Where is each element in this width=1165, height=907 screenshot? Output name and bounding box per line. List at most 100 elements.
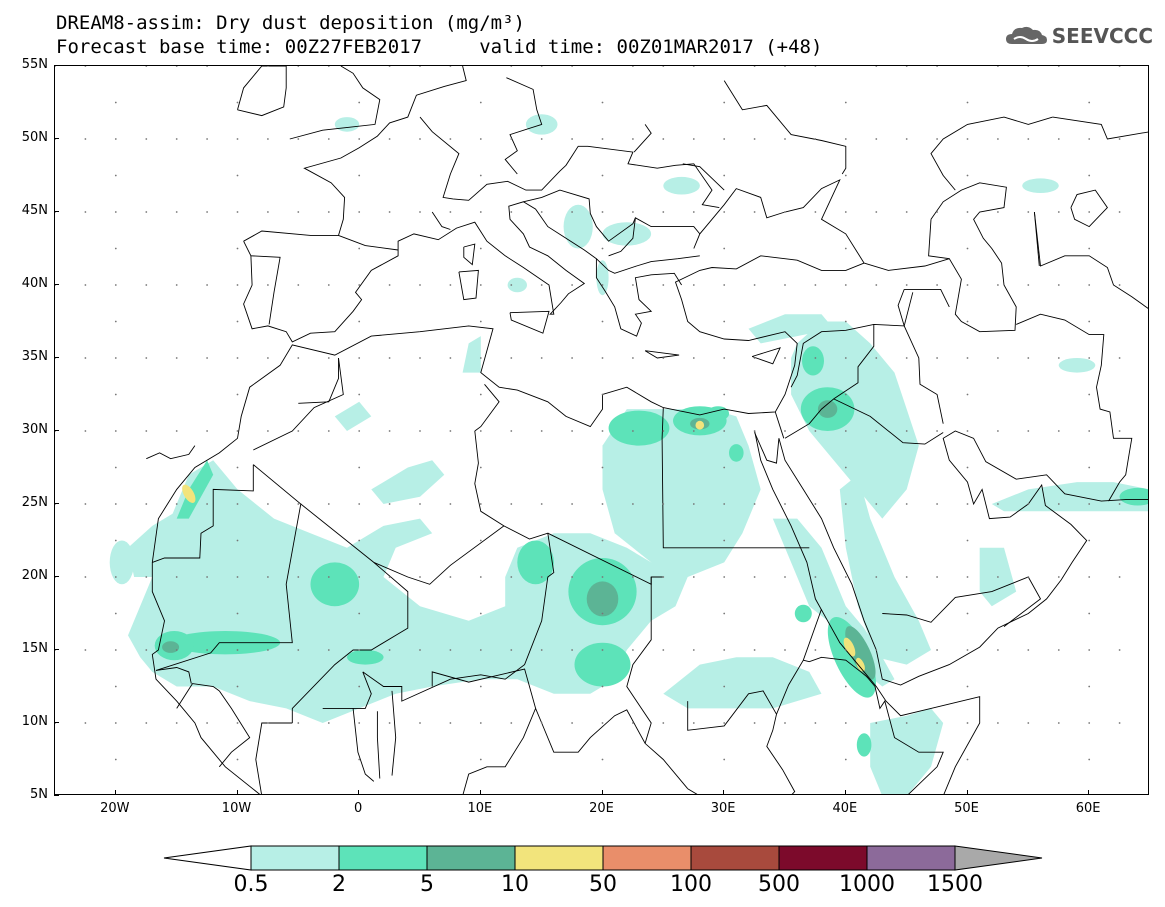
grid-dot: [358, 539, 361, 542]
grid-dot: [358, 174, 361, 177]
border-france-italy: [431, 211, 451, 230]
grid-dot: [784, 722, 786, 724]
grid-dot: [966, 357, 969, 359]
border-wsahara: [152, 464, 254, 563]
grid-dot: [1118, 430, 1121, 432]
grid-dot: [236, 649, 239, 651]
grid-dot: [84, 722, 87, 724]
grid-dot: [632, 66, 634, 67]
dust-cairo-2: [707, 406, 730, 421]
grid-dot: [358, 393, 361, 396]
dust-croatia-0.5: [563, 204, 593, 249]
grid-dot: [114, 612, 117, 615]
grid-dot: [997, 430, 999, 432]
dust-danakil-5: [845, 626, 876, 680]
border-germany-poland: [504, 77, 543, 175]
grid-dot: [601, 649, 604, 651]
lon-tick-mark: [479, 790, 481, 795]
border-iraq-syria: [833, 324, 875, 400]
grid-dot: [723, 247, 726, 250]
grid-dot: [601, 722, 604, 724]
grid-dot: [510, 430, 513, 432]
grid-dot: [662, 503, 665, 505]
grid-dot: [753, 138, 756, 140]
border-sudan-ethiopia: [687, 608, 822, 794]
grid-dot: [875, 357, 878, 359]
grid-dot: [510, 284, 513, 286]
grid-dot: [267, 66, 269, 67]
coast-sinai: [754, 432, 780, 464]
dust-egypt-0.5: [602, 409, 761, 577]
grid-dot: [297, 722, 300, 724]
grid-dot: [1057, 430, 1060, 432]
grid-dot: [419, 576, 421, 578]
lat-tick-label: 25N: [21, 495, 48, 510]
dust-senegal-5: [162, 641, 180, 653]
grid-dot: [723, 430, 726, 432]
grid-dot: [1027, 503, 1030, 505]
grid-dot: [327, 284, 330, 286]
grid-dot: [267, 284, 269, 286]
border-pyrenees: [338, 234, 399, 251]
grid-dot: [479, 320, 482, 323]
grid-dot: [114, 466, 117, 469]
border-mali-algeria: [291, 503, 409, 723]
border-burkina: [322, 671, 372, 709]
grid-dot: [571, 357, 573, 359]
grid-dot: [1088, 101, 1091, 104]
grid-dot: [905, 649, 908, 651]
grid-dot: [844, 284, 847, 286]
grid-dot: [723, 138, 726, 140]
grid-dot: [419, 284, 421, 286]
lat-tick-label: 55N: [21, 57, 48, 72]
grid-dot: [297, 649, 300, 651]
grid-dot: [784, 66, 786, 67]
grid-dot: [145, 357, 148, 359]
grid-dot: [966, 612, 969, 615]
grid-dot: [814, 211, 817, 213]
grid-dot: [936, 722, 938, 724]
colorbar-segment: [338, 845, 428, 871]
forecast-time-line: Forecast base time: 00Z27FEB2017 valid t…: [56, 36, 823, 58]
lon-tick-label: 20W: [100, 801, 130, 816]
border-chad-libya: [547, 532, 664, 586]
grid-dot: [1118, 576, 1121, 578]
grid-dot: [723, 393, 726, 396]
grid-dot: [844, 211, 847, 213]
border-ghana-togo: [352, 708, 375, 782]
grid-dot: [966, 685, 969, 688]
grid-dot: [632, 503, 634, 505]
grid-dot: [479, 758, 482, 761]
grid-dot: [784, 430, 786, 432]
dust-tunisia-0.5: [462, 336, 481, 373]
dust-sahel-0.5: [128, 460, 688, 723]
grid-dot: [753, 722, 756, 724]
grid-dot: [784, 138, 786, 140]
grid-dot: [388, 722, 391, 724]
grid-dot: [997, 649, 999, 651]
grid-dot: [936, 211, 938, 213]
grid-dot: [601, 612, 604, 615]
grid-dot: [905, 357, 908, 359]
coast-west-africa: [151, 562, 261, 794]
grid-dot: [905, 211, 908, 213]
border-ethiopia-somalia: [874, 686, 944, 794]
grid-dot: [632, 576, 634, 578]
grid-dot: [175, 211, 178, 213]
grid-dot: [358, 758, 361, 761]
grid-dot: [662, 211, 665, 213]
grid-dot: [419, 66, 421, 67]
grid-dot: [1088, 758, 1091, 761]
grid-dot: [844, 320, 847, 323]
grid-dot: [844, 101, 847, 104]
grid-dot: [206, 430, 209, 432]
grid-dot: [1118, 211, 1121, 213]
grid-dots: [55, 66, 1121, 761]
grid-dot: [571, 503, 573, 505]
grid-dot: [145, 722, 148, 724]
dust-italy-0.5: [507, 277, 527, 293]
grid-dot: [966, 174, 969, 177]
dust-wsahara-10: [182, 484, 196, 503]
lat-tick-label: 50N: [21, 130, 48, 145]
grid-dot: [327, 430, 330, 432]
